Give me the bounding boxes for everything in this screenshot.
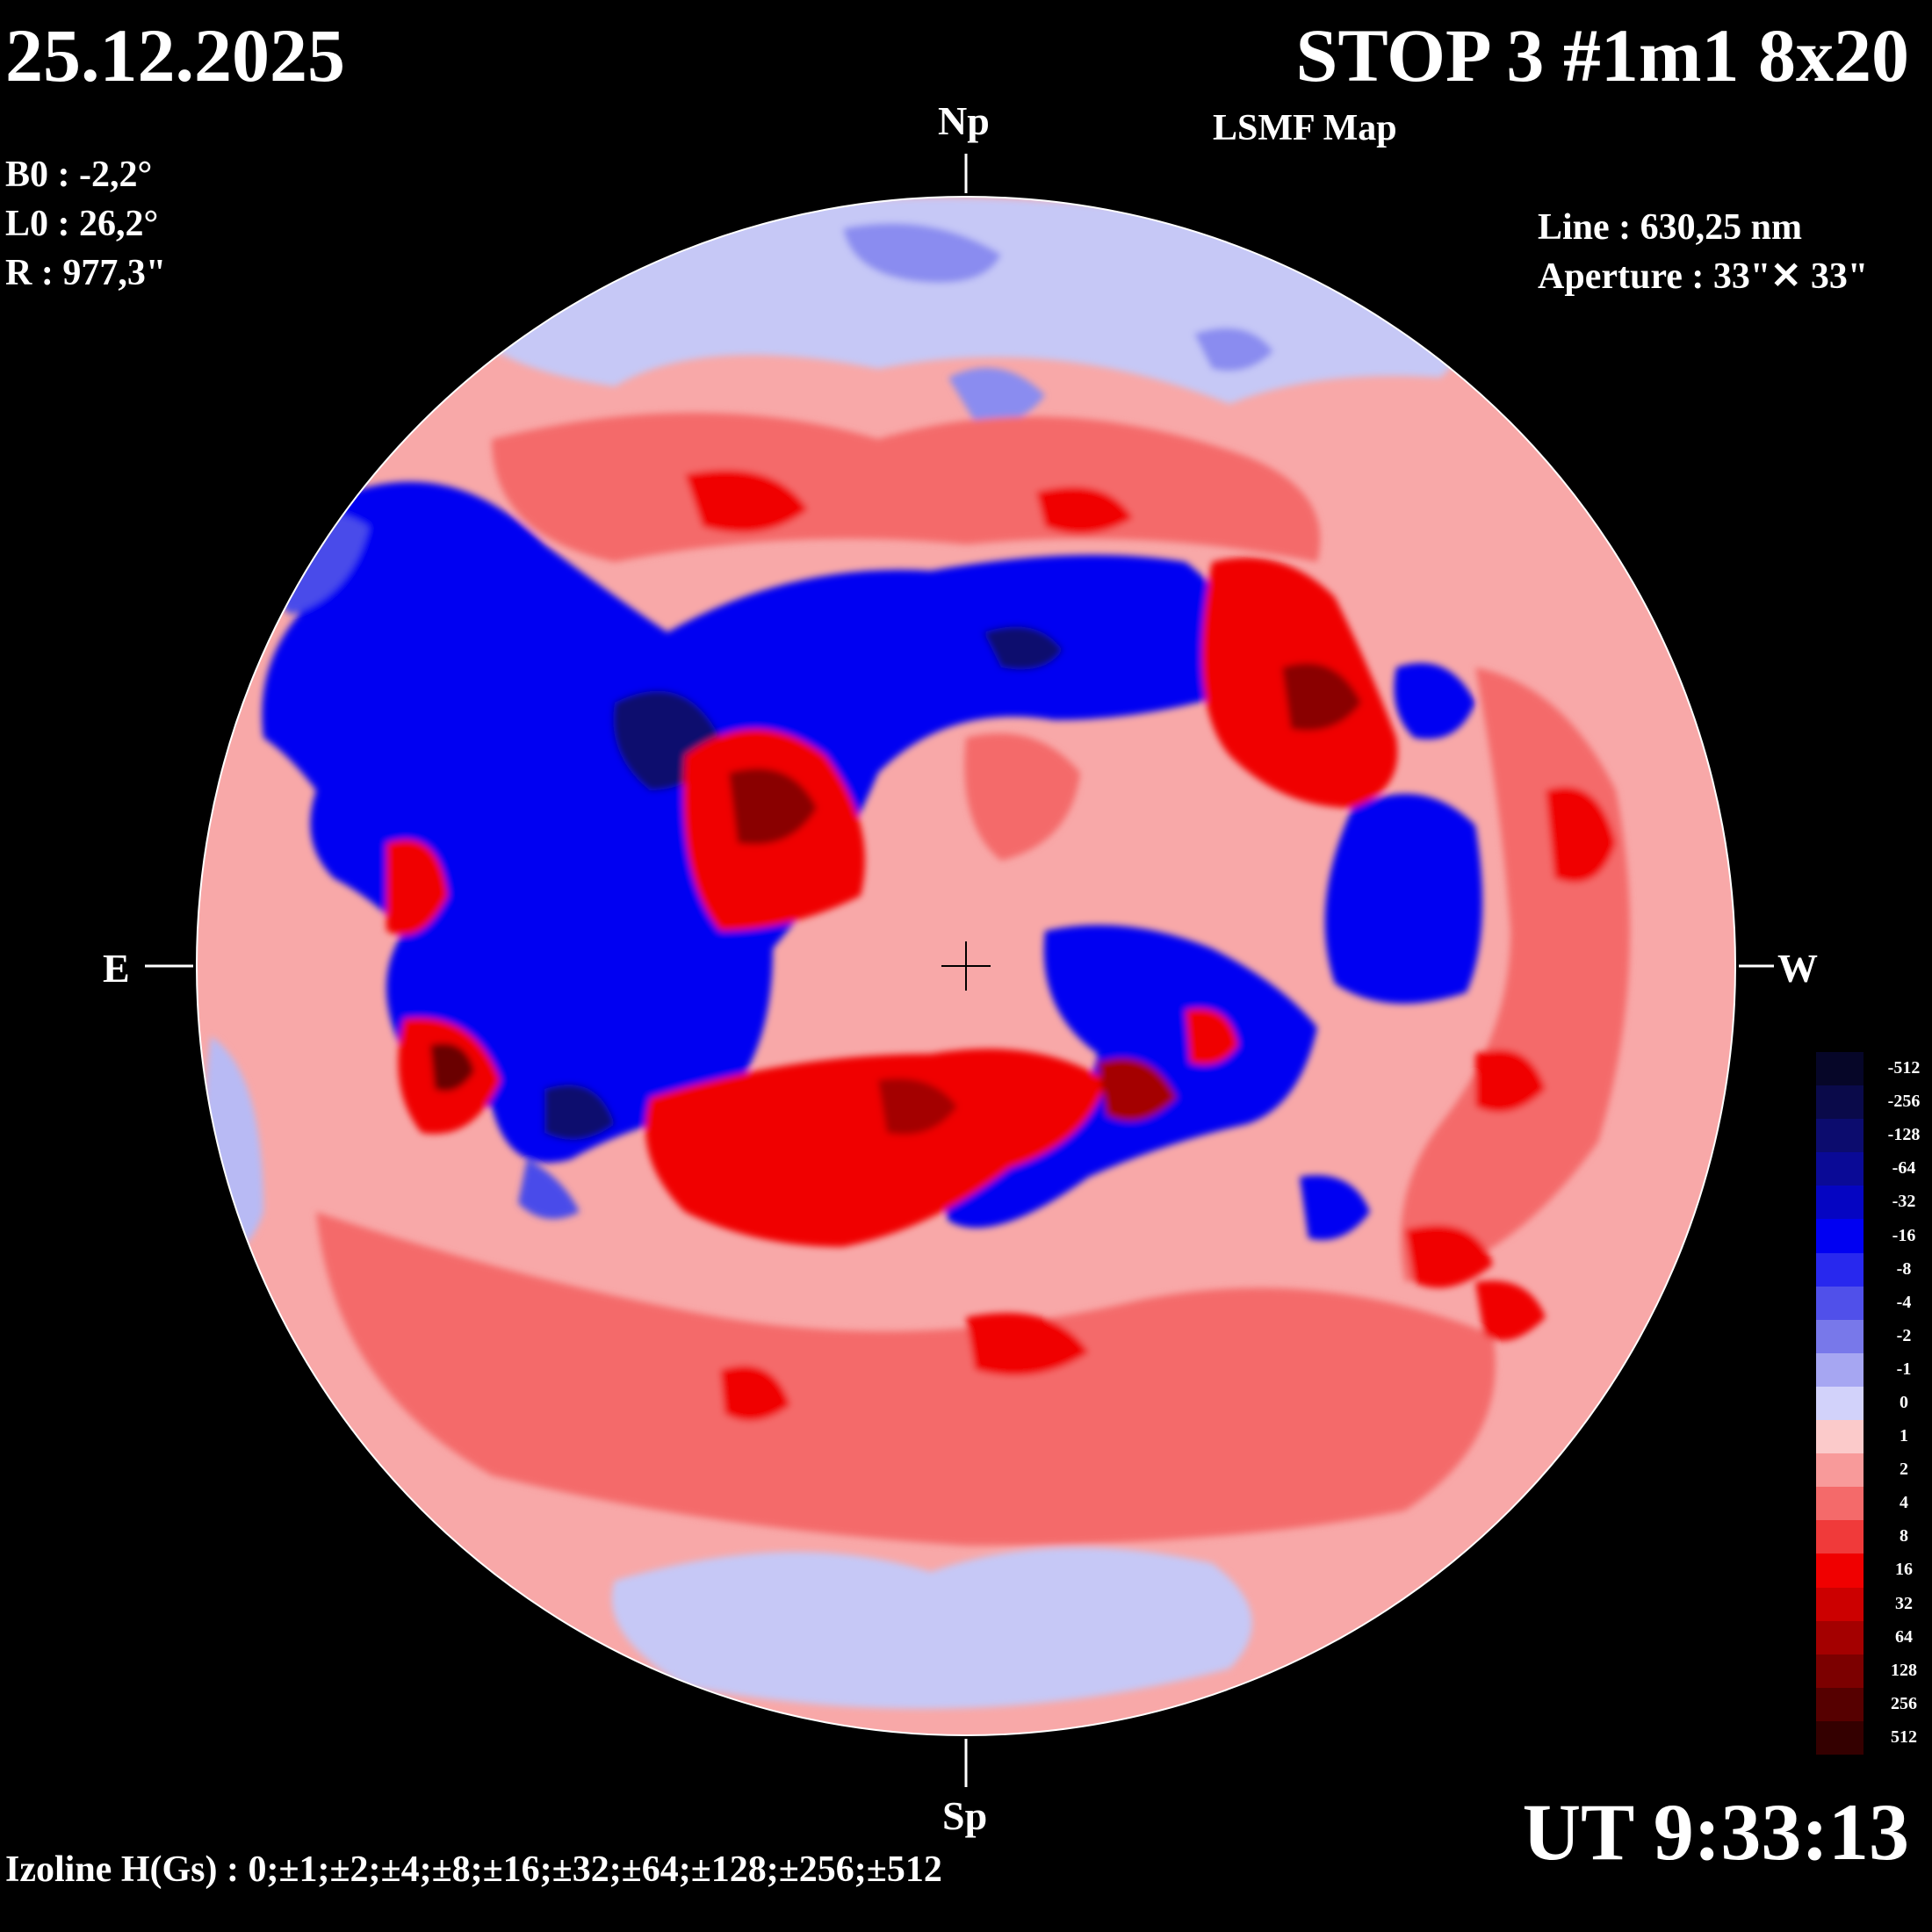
- positive-region-center-deep: [878, 1058, 1177, 1135]
- colorbar-label: -8: [1896, 1258, 1912, 1279]
- colorbar-label: -64: [1892, 1158, 1916, 1179]
- positive-patch-southeast-deep: [430, 1043, 474, 1092]
- disk-center-crosshair: [941, 941, 991, 991]
- positive-patch-north-center: [964, 733, 1080, 861]
- param-b0: B0 : -2,2°: [5, 155, 153, 195]
- north-mid-negative-patches: [843, 223, 1273, 423]
- colorbar-label: 16: [1895, 1560, 1913, 1580]
- colorbar-label: 512: [1891, 1727, 1917, 1747]
- positive-region-west-deep: [1282, 663, 1361, 731]
- negative-patch-east-center: [1324, 794, 1482, 1004]
- colorbar-label: 8: [1900, 1526, 1908, 1546]
- colorbar-swatch: [1816, 1319, 1864, 1354]
- colorbar-label: 128: [1891, 1660, 1917, 1680]
- param-radius: R : 977,3": [5, 253, 167, 293]
- colorbar-swatch: [1816, 1352, 1864, 1388]
- colorbar-label: 4: [1900, 1493, 1908, 1513]
- positive-patch-west-center: [1186, 1008, 1238, 1065]
- colorbar-label: -128: [1887, 1125, 1921, 1145]
- colorbar-label: 64: [1895, 1626, 1913, 1647]
- colorbar-label: 1: [1900, 1426, 1908, 1446]
- spectral-line: Line : 630,25 nm: [1538, 207, 1803, 248]
- colorbar-swatch: [1816, 1554, 1864, 1589]
- aperture-size: Aperture : 33"✕ 33": [1538, 256, 1869, 297]
- colorbar-swatch: [1816, 1420, 1864, 1454]
- colorbar-swatch: [1816, 1620, 1864, 1655]
- colorbar-swatch: [1816, 1119, 1864, 1153]
- map-subtitle: LSMF Map: [1213, 108, 1397, 148]
- colorbar-label: -2: [1896, 1325, 1912, 1345]
- colorbar-swatch: [1816, 1286, 1864, 1321]
- colorbar-label: 256: [1891, 1693, 1917, 1713]
- colorbar-label: -32: [1892, 1192, 1916, 1212]
- positive-strong-west: [1405, 787, 1616, 1288]
- positive-belt-south: [316, 1212, 1496, 1546]
- colorbar-label: 0: [1900, 1393, 1908, 1412]
- south-pole-label: Sp: [942, 1793, 988, 1838]
- field-strength-colorbar: -512 -256 -128 -64 -32 -16 -8 -4 -2 -1 0 1 2 4 8 16 32 64…: [1816, 1052, 1920, 1755]
- south-weak-negative-region: [611, 1547, 1252, 1709]
- negative-patch-northwest: [1300, 663, 1475, 1240]
- colorbar-swatch: [1816, 1219, 1864, 1254]
- positive-region-center: [645, 1049, 1107, 1247]
- colorbar-label: 2: [1900, 1460, 1908, 1480]
- colorbar-swatch: [1816, 1386, 1864, 1421]
- colorbar-swatch: [1816, 1487, 1864, 1521]
- negative-complex-core: [544, 626, 1063, 1140]
- colorbar-label: -16: [1892, 1225, 1916, 1245]
- colorbar-label: -4: [1896, 1292, 1912, 1312]
- colorbar-label: 32: [1895, 1593, 1913, 1613]
- colorbar-label: -1: [1896, 1359, 1912, 1379]
- colorbar-swatch: [1816, 1520, 1864, 1554]
- universal-time: UT 9:33:13: [1522, 1787, 1909, 1877]
- positive-region-center-east-deep: [729, 768, 817, 845]
- isoline-levels: Izoline H(Gs) : 0;±1;±2;±4;±8;±16;±32;±6…: [5, 1849, 942, 1890]
- colorbar-swatch: [1816, 1453, 1864, 1488]
- colorbar-swatch: [1816, 1587, 1864, 1622]
- colorbar-swatch: [1816, 1186, 1864, 1220]
- colorbar-swatch: [1816, 1052, 1864, 1086]
- north-strong-positive: [685, 470, 1133, 534]
- positive-patch-east: [386, 840, 448, 935]
- colorbar-swatch: [1816, 1252, 1864, 1287]
- colorbar-swatch: [1816, 1720, 1864, 1755]
- disk-limb: [196, 196, 1736, 1736]
- west-label: W: [1777, 946, 1818, 991]
- map-title: STOP 3 #1m1 8x20: [1295, 13, 1909, 97]
- colorbar-label: -256: [1887, 1092, 1921, 1112]
- param-l0: L0 : 26,2°: [5, 204, 159, 244]
- observation-date: 25.12.2025: [5, 13, 345, 97]
- colorbar-swatch: [1816, 1085, 1864, 1120]
- colorbar-label: -512: [1887, 1058, 1921, 1078]
- east-label: E: [103, 946, 130, 991]
- colorbar-swatch: [1816, 1152, 1864, 1186]
- north-pole-label: Np: [938, 98, 990, 143]
- colorbar-swatch: [1816, 1654, 1864, 1689]
- colorbar-swatch: [1816, 1687, 1864, 1722]
